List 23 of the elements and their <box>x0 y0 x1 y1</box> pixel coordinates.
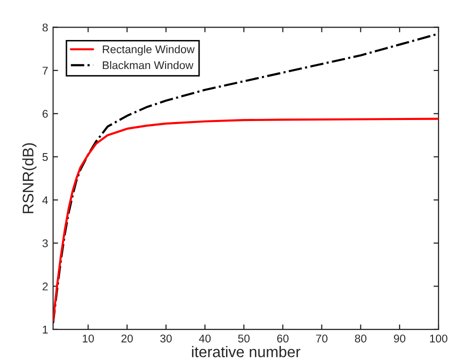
legend-label: Rectangle Window <box>102 45 195 56</box>
y-axis-title: RSNR(dB) <box>22 143 37 214</box>
x-tick-label: 70 <box>316 334 328 342</box>
line-series <box>53 118 439 322</box>
y-tick-label: 1 <box>42 326 48 334</box>
x-tick-label: 30 <box>160 334 172 342</box>
y-tick-label: 7 <box>42 66 48 74</box>
x-tick-label: 10 <box>82 334 94 342</box>
y-tick-label: 6 <box>42 110 48 118</box>
y-tick-label: 8 <box>42 24 48 32</box>
legend-label: Blackman Window <box>102 60 194 70</box>
x-tick-label: 40 <box>199 334 211 342</box>
x-tick-label: 80 <box>354 334 366 342</box>
y-tick-label: 2 <box>42 282 48 290</box>
x-axis-title: iterative number <box>192 346 300 358</box>
x-tick-label: 60 <box>277 334 289 342</box>
y-tick-label: 3 <box>42 239 48 248</box>
x-tick-label: 20 <box>121 334 133 342</box>
x-tick-label: 90 <box>394 334 406 342</box>
y-tick-label: 5 <box>42 153 48 161</box>
y-tick-label: 4 <box>42 196 48 204</box>
x-tick-label: 50 <box>238 334 250 342</box>
x-tick-label: 100 <box>430 334 448 342</box>
